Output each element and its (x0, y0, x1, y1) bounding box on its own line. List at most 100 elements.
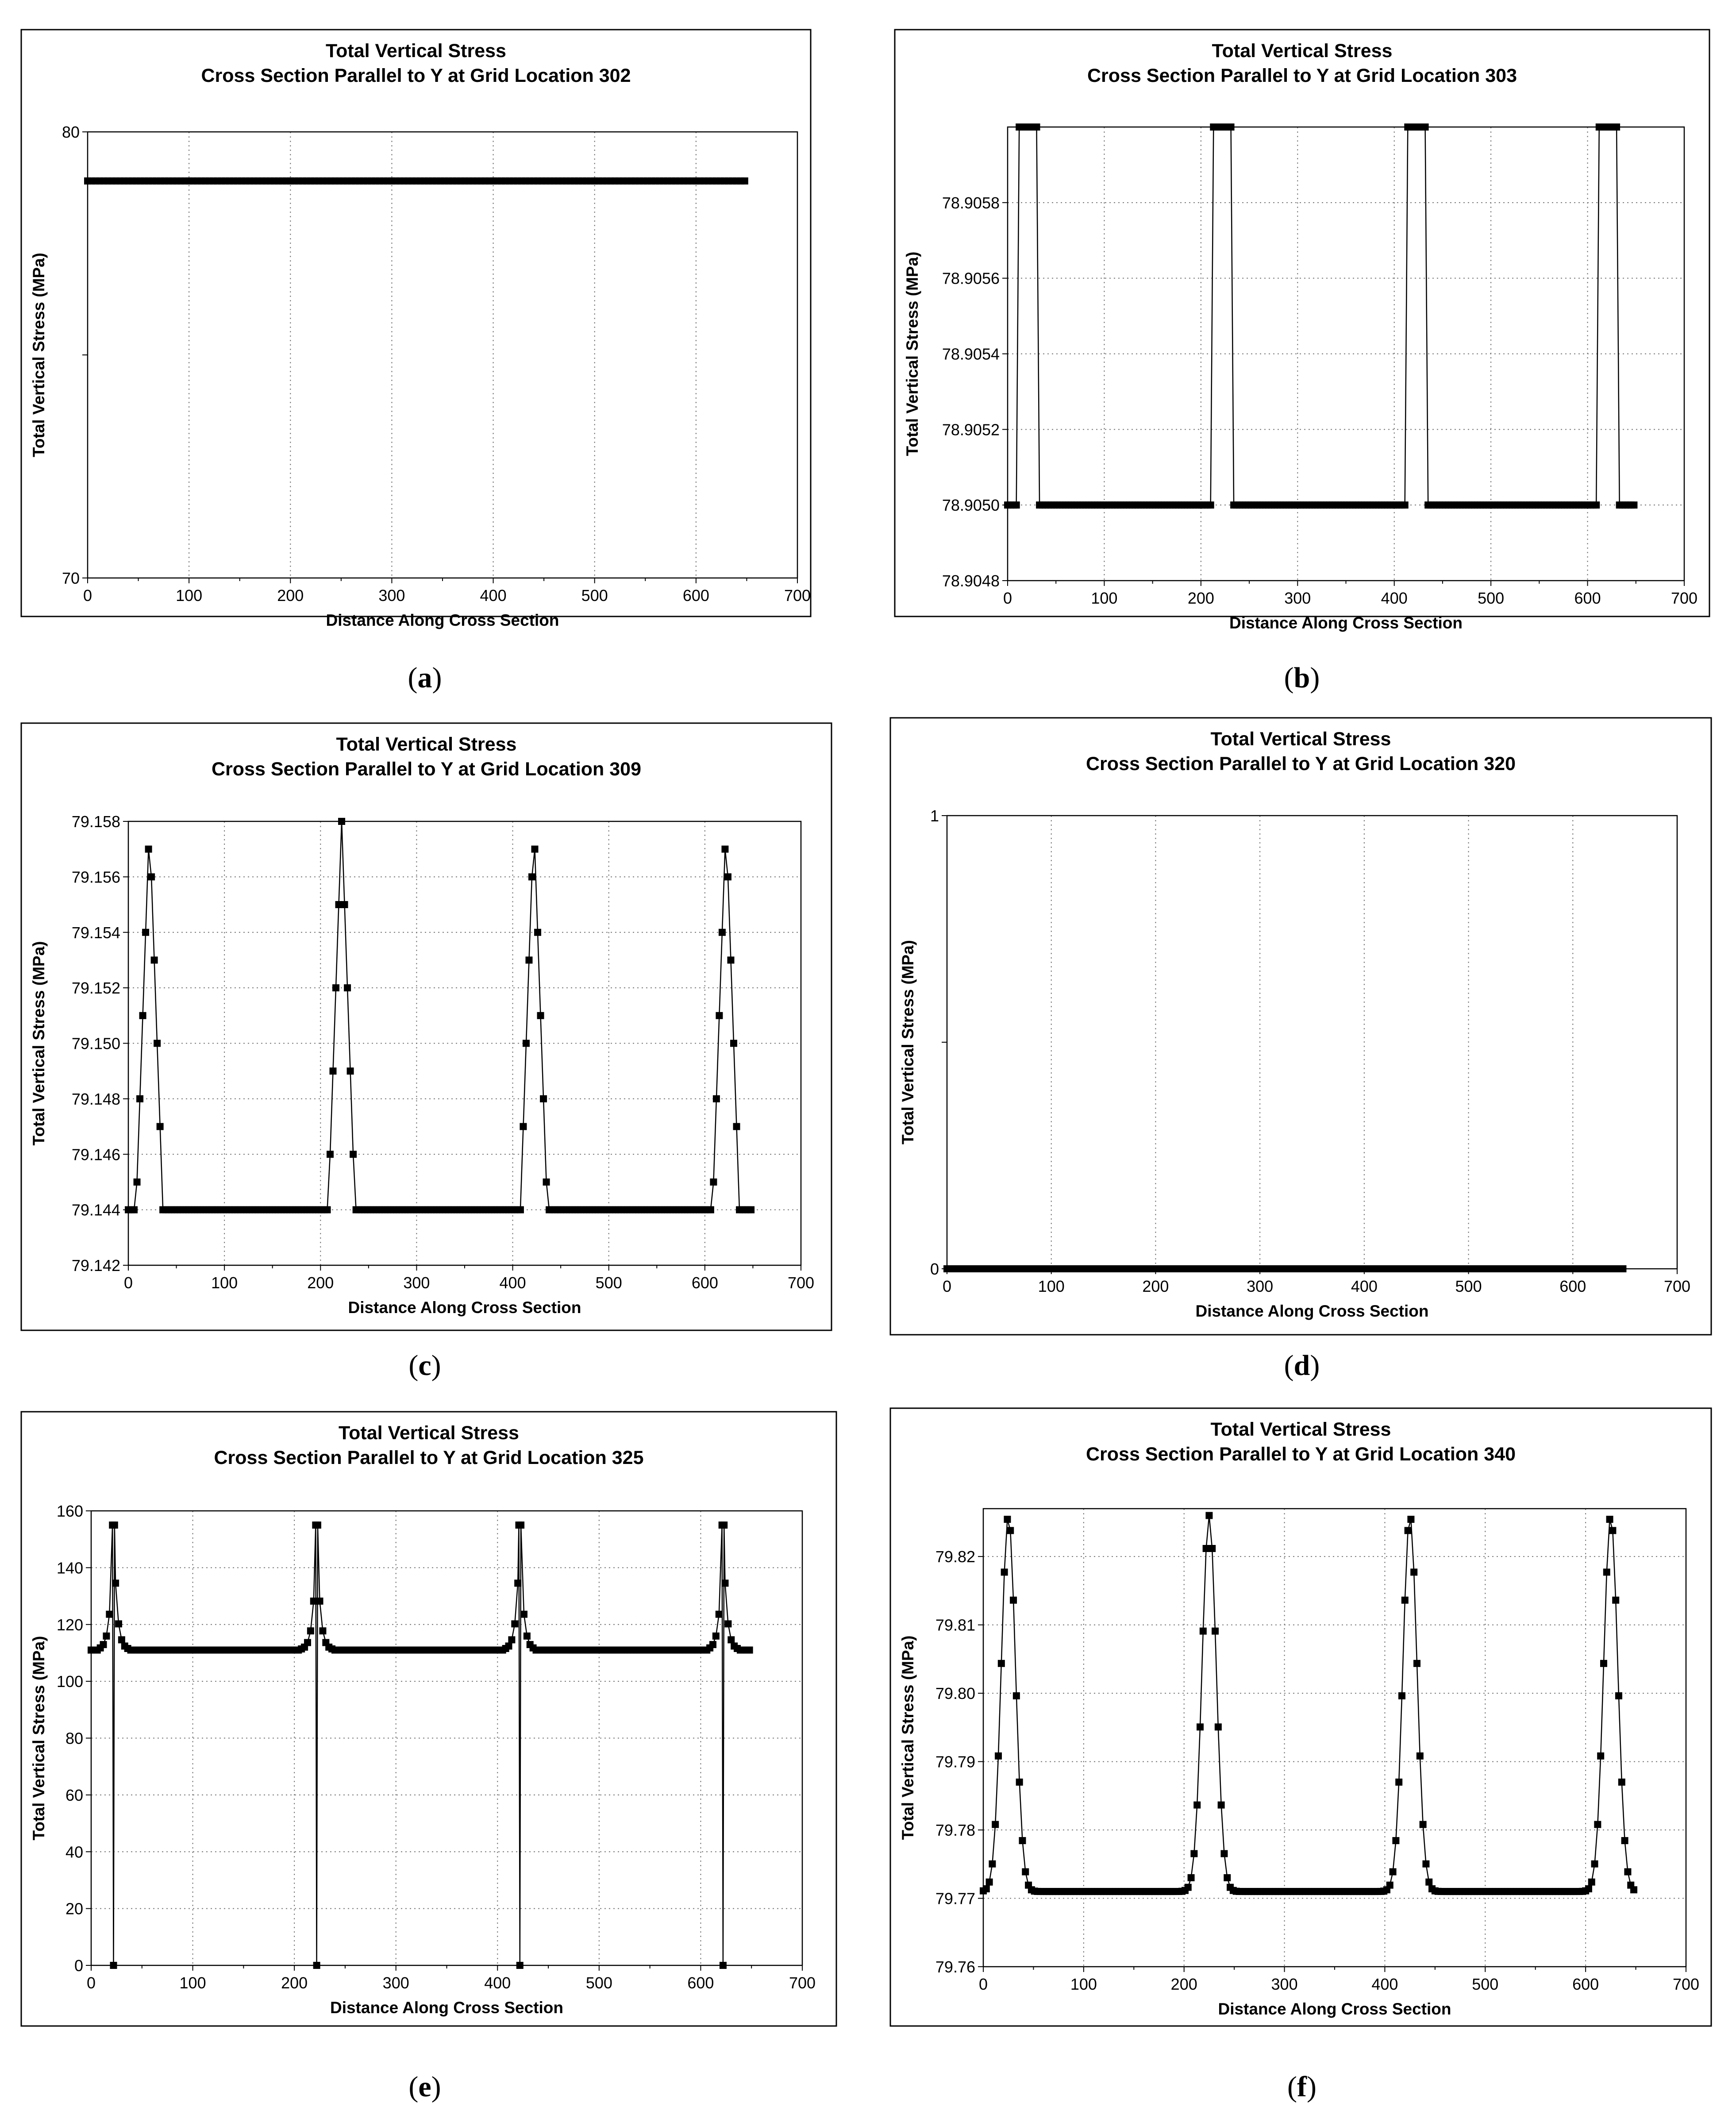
data-point (1004, 1516, 1011, 1523)
data-point (516, 1206, 524, 1213)
data-point (718, 928, 726, 936)
data-point (505, 1642, 512, 1650)
data-point (520, 1610, 527, 1618)
x-tick-label: 0 (979, 1975, 988, 1993)
data-point (525, 956, 533, 964)
panel-caption-letter: b (1294, 662, 1310, 694)
y-tick-label: 79.80 (935, 1684, 975, 1702)
data-point (106, 1610, 113, 1618)
data-point (150, 956, 158, 964)
data-point (319, 1627, 327, 1635)
chart-title: Total Vertical Stress (326, 40, 506, 62)
y-tick-label: 80 (65, 1729, 83, 1748)
x-tick-label: 500 (1472, 1975, 1498, 1993)
data-point (1227, 123, 1235, 131)
data-point (1619, 1265, 1627, 1272)
y-tick-label: 70 (62, 569, 80, 587)
data-point (511, 1620, 519, 1628)
chart-subtitle: Cross Section Parallel to Y at Grid Loca… (1087, 65, 1517, 86)
data-point (997, 1660, 1005, 1667)
data-point (142, 928, 150, 936)
data-point (316, 1597, 323, 1605)
panel-caption: (a) (408, 662, 442, 694)
x-tick-label: 400 (1381, 589, 1408, 607)
x-tick-label: 200 (281, 1974, 308, 1992)
data-point (307, 1627, 314, 1635)
x-axis-label: Distance Along Cross Section (1195, 1302, 1428, 1320)
data-point (727, 956, 735, 964)
x-tick-label: 500 (1478, 589, 1504, 607)
data-point (111, 1521, 118, 1529)
panel-caption-letter: f (1297, 2071, 1307, 2103)
data-point (112, 1579, 119, 1587)
data-point (710, 1178, 717, 1186)
data-point (728, 1636, 735, 1644)
data-point (721, 845, 729, 853)
data-point (543, 1178, 550, 1186)
data-point (1022, 1868, 1029, 1876)
x-tick-label: 700 (784, 586, 811, 605)
x-tick-label: 600 (692, 1274, 718, 1292)
y-tick-label: 78.9052 (942, 420, 1000, 439)
series-a (84, 177, 748, 185)
data-point (1193, 1801, 1201, 1809)
data-point (103, 1632, 110, 1640)
data-point (1197, 1723, 1204, 1731)
data-point (1593, 501, 1600, 509)
chart-frame (889, 717, 1712, 1336)
y-tick-label: 78.9058 (942, 194, 1000, 212)
x-tick-label: 700 (1664, 1277, 1690, 1295)
data-point (508, 1636, 516, 1644)
data-point (1591, 1860, 1598, 1868)
x-tick-label: 100 (176, 586, 202, 605)
x-tick-label: 700 (789, 1974, 816, 1992)
x-axis-label: Distance Along Cross Section (1218, 2000, 1451, 2018)
panel-caption: (c) (408, 1349, 441, 1382)
chart-panel-c: Total Vertical Stress Cross Section Paral… (20, 722, 832, 1382)
data-point (746, 1646, 753, 1654)
data-point (517, 1521, 525, 1529)
data-point (1033, 123, 1040, 131)
x-tick-label: 400 (1351, 1277, 1378, 1295)
x-tick-label: 500 (581, 586, 608, 605)
chart-panel-d: Total Vertical Stress Cross Section Paral… (889, 717, 1712, 1382)
x-tick-label: 400 (1371, 1975, 1398, 1993)
plot-area (982, 1508, 1687, 1968)
data-point (1007, 1527, 1014, 1534)
x-tick-label: 0 (83, 586, 92, 605)
chart-subtitle: Cross Section Parallel to Y at Grid Loca… (214, 1447, 643, 1468)
data-point (344, 984, 351, 992)
data-point (712, 1095, 720, 1102)
x-tick-label: 700 (1673, 1975, 1699, 1993)
x-tick-label: 100 (180, 1974, 206, 1992)
y-tick-label: 60 (65, 1786, 83, 1804)
data-point (329, 1067, 337, 1075)
data-point (1588, 1878, 1595, 1886)
x-tick-label: 400 (480, 586, 507, 605)
plot-area (90, 1510, 803, 1966)
data-point (1615, 1692, 1623, 1699)
x-tick-label: 400 (484, 1974, 511, 1992)
x-tick-label: 100 (1038, 1277, 1065, 1295)
chart-subtitle: Cross Section Parallel to Y at Grid Loca… (201, 65, 631, 86)
data-point (313, 1962, 320, 1969)
data-point (1630, 1886, 1638, 1894)
y-tick-label: 78.9056 (942, 270, 1000, 288)
data-point (338, 818, 346, 825)
data-point (1190, 1850, 1198, 1857)
data-point (721, 1579, 729, 1587)
data-point (1205, 1512, 1213, 1519)
chart-title: Total Vertical Stress (1211, 1419, 1391, 1440)
plot-area (127, 820, 802, 1266)
data-point (719, 1962, 727, 1969)
data-point (350, 1151, 357, 1158)
x-tick-label: 300 (403, 1274, 430, 1292)
y-tick-label: 79.76 (935, 1958, 975, 1976)
data-point (1416, 1752, 1424, 1760)
series-c (125, 818, 755, 1213)
chart-title: Total Vertical Stress (1211, 728, 1391, 750)
y-tick-label: 78.9050 (942, 496, 1000, 514)
x-axis-label: Distance Along Cross Section (348, 1298, 581, 1317)
data-point (720, 1521, 728, 1529)
